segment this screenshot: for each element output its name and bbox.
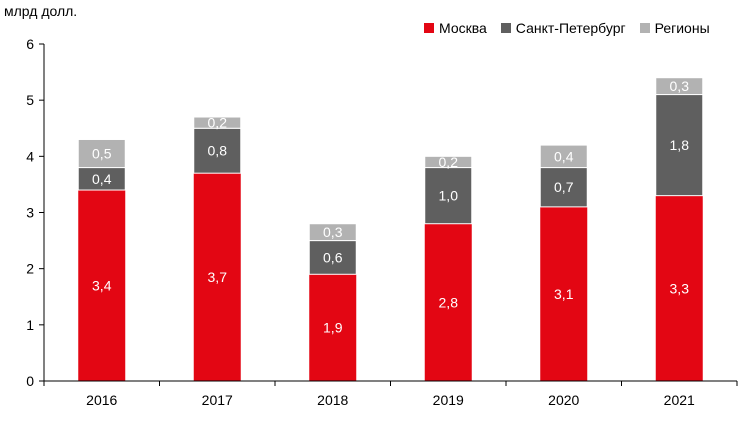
bar-value-label: 0,4 (554, 148, 574, 164)
x-tick-label: 2017 (202, 392, 233, 408)
legend-swatch-moscow (424, 23, 434, 33)
bar-segment (308, 240, 357, 275)
y-tick-label: 0 (26, 373, 34, 389)
y-tick-label: 5 (26, 92, 34, 108)
y-tick-label: 1 (26, 317, 34, 333)
bar-value-label: 3,1 (554, 286, 574, 302)
bar-value-label: 0,7 (554, 179, 574, 195)
bar-segment (539, 167, 588, 208)
bar-segment (193, 173, 241, 381)
bar-value-label: 0,8 (208, 143, 228, 159)
bar-value-label: 0,3 (323, 224, 343, 240)
y-tick-label: 2 (26, 261, 34, 277)
x-tick-label: 2018 (317, 392, 348, 408)
bar-value-label: 3,7 (208, 269, 228, 285)
bar-value-label: 1,0 (439, 188, 459, 204)
legend-label-regions: Регионы (654, 20, 710, 36)
bar-segment (77, 138, 126, 169)
x-tick-label: 2019 (433, 392, 464, 408)
legend-item-spb: Санкт-Петербург (500, 20, 626, 36)
y-tick-label: 6 (26, 36, 34, 52)
bar-segment (193, 116, 242, 129)
bar-segment (655, 77, 704, 96)
x-tick-label: 2021 (664, 392, 695, 408)
bar-value-label: 3,4 (92, 278, 112, 294)
legend-label-moscow: Москва (439, 20, 487, 36)
legend-item-moscow: Москва (424, 20, 487, 36)
bar-value-label: 1,9 (323, 320, 343, 336)
bar-segment (655, 195, 703, 381)
bar-segment (540, 206, 588, 381)
bar-segment (193, 127, 242, 174)
y-axis-unit-label: млрд долл. (4, 3, 78, 19)
y-tick-label: 4 (26, 148, 34, 164)
bar-value-label: 0,3 (670, 78, 690, 94)
bar-segment (655, 94, 704, 197)
bar-segment (309, 274, 357, 381)
bar-segment (424, 223, 472, 381)
bar-value-label: 3,3 (670, 280, 690, 296)
bar-value-label: 0,2 (439, 154, 459, 170)
bar-segment (539, 144, 588, 169)
legend-swatch-regions (639, 23, 650, 33)
x-tick-label: 2016 (86, 392, 117, 408)
chart-legend: Москва Санкт-Петербург Регионы (424, 20, 710, 36)
bar-segment (424, 155, 473, 169)
bar-value-label: 0,4 (92, 171, 112, 187)
x-tick-label: 2020 (548, 392, 579, 408)
y-tick-label: 3 (26, 205, 34, 221)
bar-segment (308, 223, 357, 242)
bar-value-label: 0,6 (323, 249, 343, 265)
bar-value-label: 2,8 (439, 294, 459, 310)
legend-swatch-spb (500, 23, 511, 33)
legend-item-regions: Регионы (639, 20, 710, 36)
legend-label-spb: Санкт-Петербург (515, 20, 626, 36)
bar-value-label: 0,5 (92, 146, 112, 162)
bar-value-label: 1,8 (670, 137, 690, 153)
bar-segment (78, 190, 126, 381)
bar-value-label: 0,2 (208, 115, 228, 131)
